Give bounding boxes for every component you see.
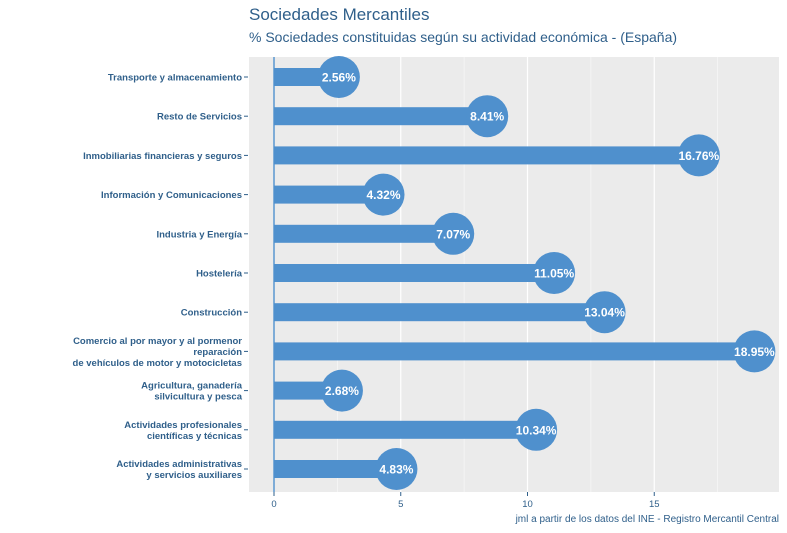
bar-end-circle xyxy=(432,212,475,255)
bar xyxy=(274,185,384,204)
bar-end-circle xyxy=(677,134,720,177)
data-label: 4.83% xyxy=(379,463,413,477)
bar xyxy=(274,460,397,478)
bar xyxy=(274,303,605,322)
bar xyxy=(274,264,555,282)
data-label: 11.05% xyxy=(534,267,574,281)
category-label: Transporte y almacenamiento xyxy=(108,73,242,84)
x-tick-label: 10 xyxy=(522,499,533,510)
category-label: Construcción xyxy=(181,308,242,319)
category-label: Hostelería xyxy=(196,269,243,280)
category-label: Agricultura, ganadería silvicultura y pes… xyxy=(141,381,243,403)
bar xyxy=(274,107,488,126)
data-label: 2.56% xyxy=(322,71,356,85)
data-label: 16.76% xyxy=(679,149,720,163)
chart-subtitle: % Sociedades constituidas según su activ… xyxy=(249,29,678,45)
bar xyxy=(274,342,755,361)
category-label: Actividades profesionales científicas y t… xyxy=(124,420,242,442)
x-tick-label: 15 xyxy=(649,499,660,510)
data-label: 13.04% xyxy=(584,306,625,320)
bar-end-circle xyxy=(320,369,363,412)
x-tick-label: 0 xyxy=(271,499,276,510)
bar xyxy=(274,224,454,243)
category-label: Industria y Energía xyxy=(156,229,242,240)
data-label: 2.68% xyxy=(325,384,359,398)
chart-title: Sociedades Mercantiles xyxy=(249,5,430,24)
bar-end-circle xyxy=(375,448,418,490)
category-label: Actividades administrativas y servicios a… xyxy=(116,459,242,481)
bar-end-circle xyxy=(317,56,360,98)
bar-end-circle xyxy=(533,252,576,294)
bar-end-circle xyxy=(583,291,626,334)
data-label: 10.34% xyxy=(516,423,557,437)
x-tick-label: 5 xyxy=(398,499,403,510)
bar xyxy=(274,146,699,165)
bar-end-circle xyxy=(515,408,558,451)
data-label: 8.41% xyxy=(470,110,504,124)
category-label: Inmobiliarias financieras y seguros xyxy=(83,151,242,162)
data-label: 4.32% xyxy=(366,188,400,202)
bar-end-circle xyxy=(362,173,405,216)
bar-end-circle xyxy=(466,95,509,138)
bar-end-circle xyxy=(733,330,776,373)
category-label: Resto de Servicios xyxy=(157,112,242,123)
chart-caption: jml a partir de los datos del INE - Regi… xyxy=(515,514,779,525)
category-label: Información y Comunicaciones xyxy=(101,190,242,201)
category-label: Comercio al por mayor y al pormenor repar… xyxy=(73,336,243,369)
data-label: 18.95% xyxy=(734,345,775,359)
bar xyxy=(274,420,537,439)
data-label: 7.07% xyxy=(436,227,470,241)
